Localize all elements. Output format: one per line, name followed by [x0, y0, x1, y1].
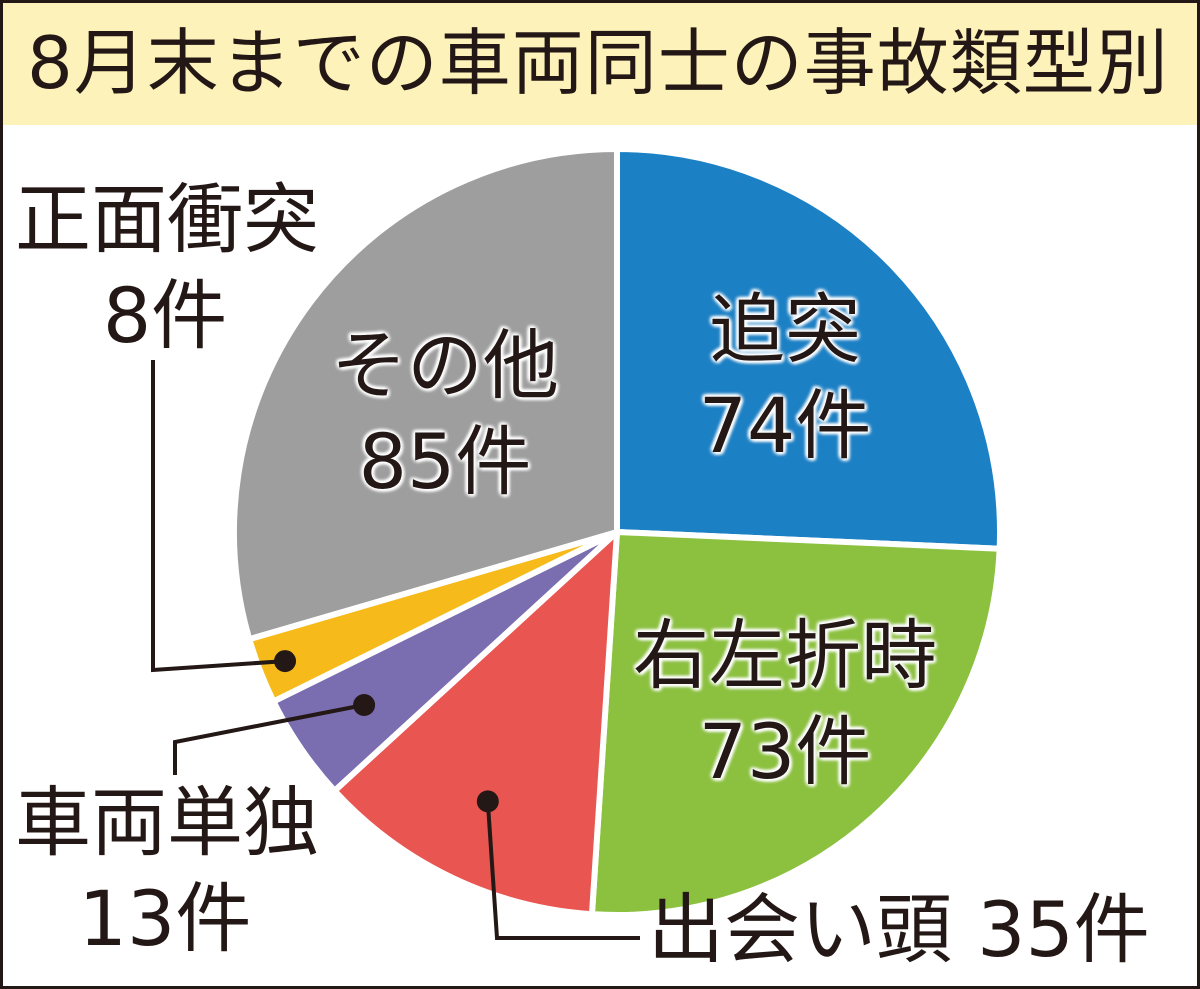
slice-label-head-on: 正面衝突 8件: [15, 172, 319, 364]
leader-line-single: [173, 703, 365, 775]
slice-name-single: 車両単独: [15, 778, 319, 867]
slice-name-other: その他: [331, 321, 559, 410]
pie-slice-other: [231, 146, 620, 643]
title-bar: 8月末までの車両同士の事故類型別: [3, 3, 1197, 125]
slice-name-turn: 右左折時: [633, 611, 937, 700]
slice-label-crossing: 出会い頭 35件: [648, 882, 1188, 978]
leader-line-head-on: [151, 360, 286, 673]
slice-value-turn: 73件: [698, 707, 872, 796]
leader-dot-head-on: [274, 650, 297, 673]
slice-label-turn: 右左折時 73件: [600, 608, 970, 800]
pie-slice-turn: [588, 529, 1003, 918]
slice-value-rear-end: 74件: [698, 381, 872, 470]
pie-slice-crossing: [331, 529, 620, 918]
slice-label-rear-end: 追突 74件: [620, 282, 950, 474]
slice-name-crossing: 出会い頭: [648, 885, 952, 974]
slice-value-head-on: 8件: [102, 271, 228, 360]
slice-name-head-on: 正面衝突: [15, 175, 319, 264]
chart-title: 8月末までの車両同士の事故類型別: [27, 21, 1169, 105]
slice-label-other: その他 85件: [280, 318, 610, 510]
leader-line-crossing: [485, 801, 640, 940]
slice-value-single: 13件: [78, 874, 252, 963]
leader-dot-single: [353, 693, 376, 716]
slice-label-single: 車両単独 13件: [15, 775, 319, 967]
slice-value-other: 85件: [358, 417, 532, 506]
pie-slice-rear-end: [614, 146, 1003, 552]
leader-dot-crossing: [476, 790, 499, 813]
slice-value-crossing: 35件: [977, 885, 1150, 974]
slice-name-rear-end: 追突: [709, 285, 861, 374]
